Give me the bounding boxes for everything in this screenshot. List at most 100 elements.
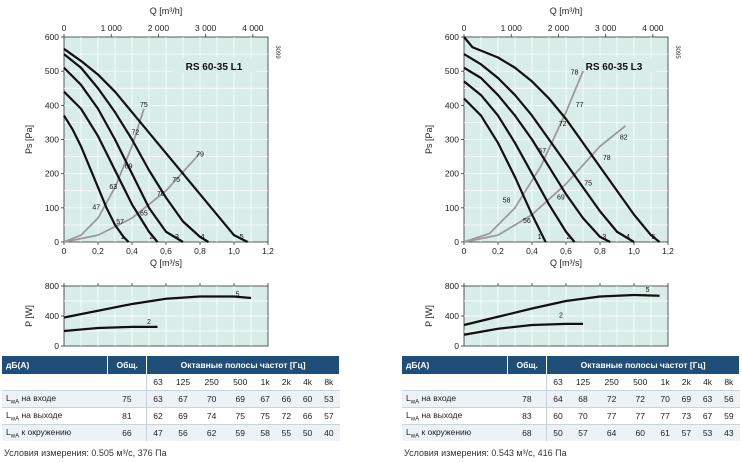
fan-curve-label: 4 bbox=[626, 232, 630, 241]
band-value: 70 bbox=[654, 390, 676, 408]
row-total: 83 bbox=[507, 407, 548, 425]
fan-curve-label: 1 bbox=[538, 232, 542, 241]
band-value: 63 bbox=[696, 390, 719, 408]
band-value: 50 bbox=[296, 424, 319, 441]
noise-level-label: 75 bbox=[584, 181, 592, 188]
system-curve bbox=[63, 108, 145, 243]
system-curve bbox=[463, 125, 627, 243]
band-label: 2k bbox=[675, 374, 697, 391]
power-curve-2 bbox=[463, 322, 583, 336]
power-tick-label: 0 bbox=[54, 341, 59, 351]
fan-curve-2 bbox=[463, 80, 576, 243]
x-tick-label: 0,4 bbox=[526, 246, 538, 256]
power-tick-label: 800 bbox=[45, 281, 59, 291]
band-value: 59 bbox=[225, 424, 255, 441]
band-value: 53 bbox=[318, 390, 340, 408]
band-label: 1k bbox=[254, 374, 276, 391]
y-tick-label: 0 bbox=[454, 237, 459, 247]
y-tick-label: 400 bbox=[45, 100, 59, 110]
band-value: 70 bbox=[568, 407, 598, 425]
y-tick-label: 500 bbox=[45, 66, 59, 76]
band-value: 61 bbox=[654, 424, 676, 441]
band-value: 67 bbox=[254, 390, 276, 408]
top-tick-label: 2 000 bbox=[148, 23, 170, 33]
y-tick-label: 100 bbox=[45, 203, 59, 213]
band-value: 58 bbox=[254, 424, 276, 441]
top-tick-label: 0 bbox=[62, 23, 67, 33]
band-value: 56 bbox=[718, 390, 740, 408]
band-label: 125 bbox=[168, 374, 198, 391]
noise-level-label: 57 bbox=[116, 219, 124, 226]
model-title: RS 60-35 L1 bbox=[186, 62, 243, 73]
table-header-label: дБ(A) bbox=[2, 356, 109, 374]
top-tick-label: 2 000 bbox=[548, 23, 570, 33]
noise-level-label: 47 bbox=[92, 205, 100, 212]
row-total: 81 bbox=[107, 407, 148, 425]
band-value: 72 bbox=[597, 390, 626, 408]
power-tick-label: 400 bbox=[445, 311, 459, 321]
row-total: 75 bbox=[107, 390, 148, 408]
top-tick-label: 3 000 bbox=[195, 23, 217, 33]
row-total: 68 bbox=[507, 424, 548, 441]
chart-code: 3099 bbox=[274, 45, 280, 59]
band-value: 77 bbox=[597, 407, 626, 425]
band-value: 59 bbox=[718, 407, 740, 425]
x-tick-label: 0,2 bbox=[92, 246, 104, 256]
x-tick-label: 0 bbox=[462, 246, 467, 256]
table-row: LwA на входе 75 63 67 70 69 67 66 60 53 bbox=[2, 390, 340, 408]
y-tick-label: 600 bbox=[445, 32, 459, 42]
band-value: 40 bbox=[318, 424, 340, 441]
y-tick-label: 200 bbox=[445, 169, 459, 179]
fan-curve-label: 3 bbox=[602, 232, 606, 241]
y-tick-label: 200 bbox=[45, 169, 59, 179]
top-tick-label: 1 000 bbox=[501, 23, 523, 33]
y-axis-title: Ps [Pa] bbox=[24, 125, 34, 154]
power-curve-label: 2 bbox=[559, 313, 563, 320]
row-label: LwA к окружению bbox=[2, 424, 108, 441]
band-value: 57 bbox=[318, 407, 340, 425]
band-value: 60 bbox=[546, 407, 569, 425]
x-tick-label: 0,8 bbox=[594, 246, 606, 256]
power-curve-label: 2 bbox=[147, 319, 151, 326]
x-tick-label: 1,0 bbox=[228, 246, 240, 256]
band-value: 69 bbox=[675, 390, 697, 408]
noise-level-label: 78 bbox=[571, 70, 579, 77]
band-label: 8k bbox=[718, 374, 740, 391]
noise-level-label: 75 bbox=[172, 177, 180, 184]
noise-level-label: 69 bbox=[557, 194, 565, 201]
band-value: 68 bbox=[568, 390, 598, 408]
band-label: 1k bbox=[654, 374, 676, 391]
x-tick-label: 0,6 bbox=[560, 246, 572, 256]
octave-table: дБ(A) Общ. Октавные полосы частот [Гц] 63 12… bbox=[2, 356, 340, 441]
y-tick-label: 0 bbox=[54, 237, 59, 247]
noise-level-label: 77 bbox=[576, 102, 584, 109]
row-label: LwA на входе bbox=[402, 390, 508, 408]
band-value: 66 bbox=[275, 390, 297, 408]
octave-table: дБ(A) Общ. Октавные полосы частот [Гц] 63 12… bbox=[402, 356, 740, 441]
band-value: 72 bbox=[625, 390, 655, 408]
row-label: LwA на входе bbox=[2, 390, 108, 408]
x-tick-label: 0,8 bbox=[194, 246, 206, 256]
band-label: 4k bbox=[696, 374, 719, 391]
fan-curve-4 bbox=[63, 53, 210, 243]
noise-level-label: 79 bbox=[196, 152, 204, 159]
grid-lines bbox=[464, 37, 668, 346]
fan-curve-3 bbox=[63, 66, 184, 243]
measurement-conditions: Условия измерения: 0.543 м³/с, 416 Па bbox=[404, 448, 567, 458]
power-tick-label: 400 bbox=[45, 311, 59, 321]
fan-curve-label: 3 bbox=[175, 232, 179, 241]
fan-curve-label: 5 bbox=[651, 232, 655, 241]
power-curve-label: 5 bbox=[235, 292, 239, 299]
band-value: 73 bbox=[675, 407, 697, 425]
noise-level-label: 67 bbox=[538, 148, 546, 155]
top-axis-title: Q [m³/h] bbox=[550, 6, 583, 16]
system-curve bbox=[63, 152, 201, 243]
power-axis-title: P [W] bbox=[24, 305, 34, 327]
x-tick-label: 1,2 bbox=[262, 246, 274, 256]
noise-level-label: 75 bbox=[140, 102, 148, 109]
table-header-bands: Октавные полосы частот [Гц] bbox=[546, 356, 740, 374]
top-tick-label: 3 000 bbox=[595, 23, 617, 33]
band-value: 57 bbox=[675, 424, 697, 441]
band-value: 66 bbox=[296, 407, 319, 425]
